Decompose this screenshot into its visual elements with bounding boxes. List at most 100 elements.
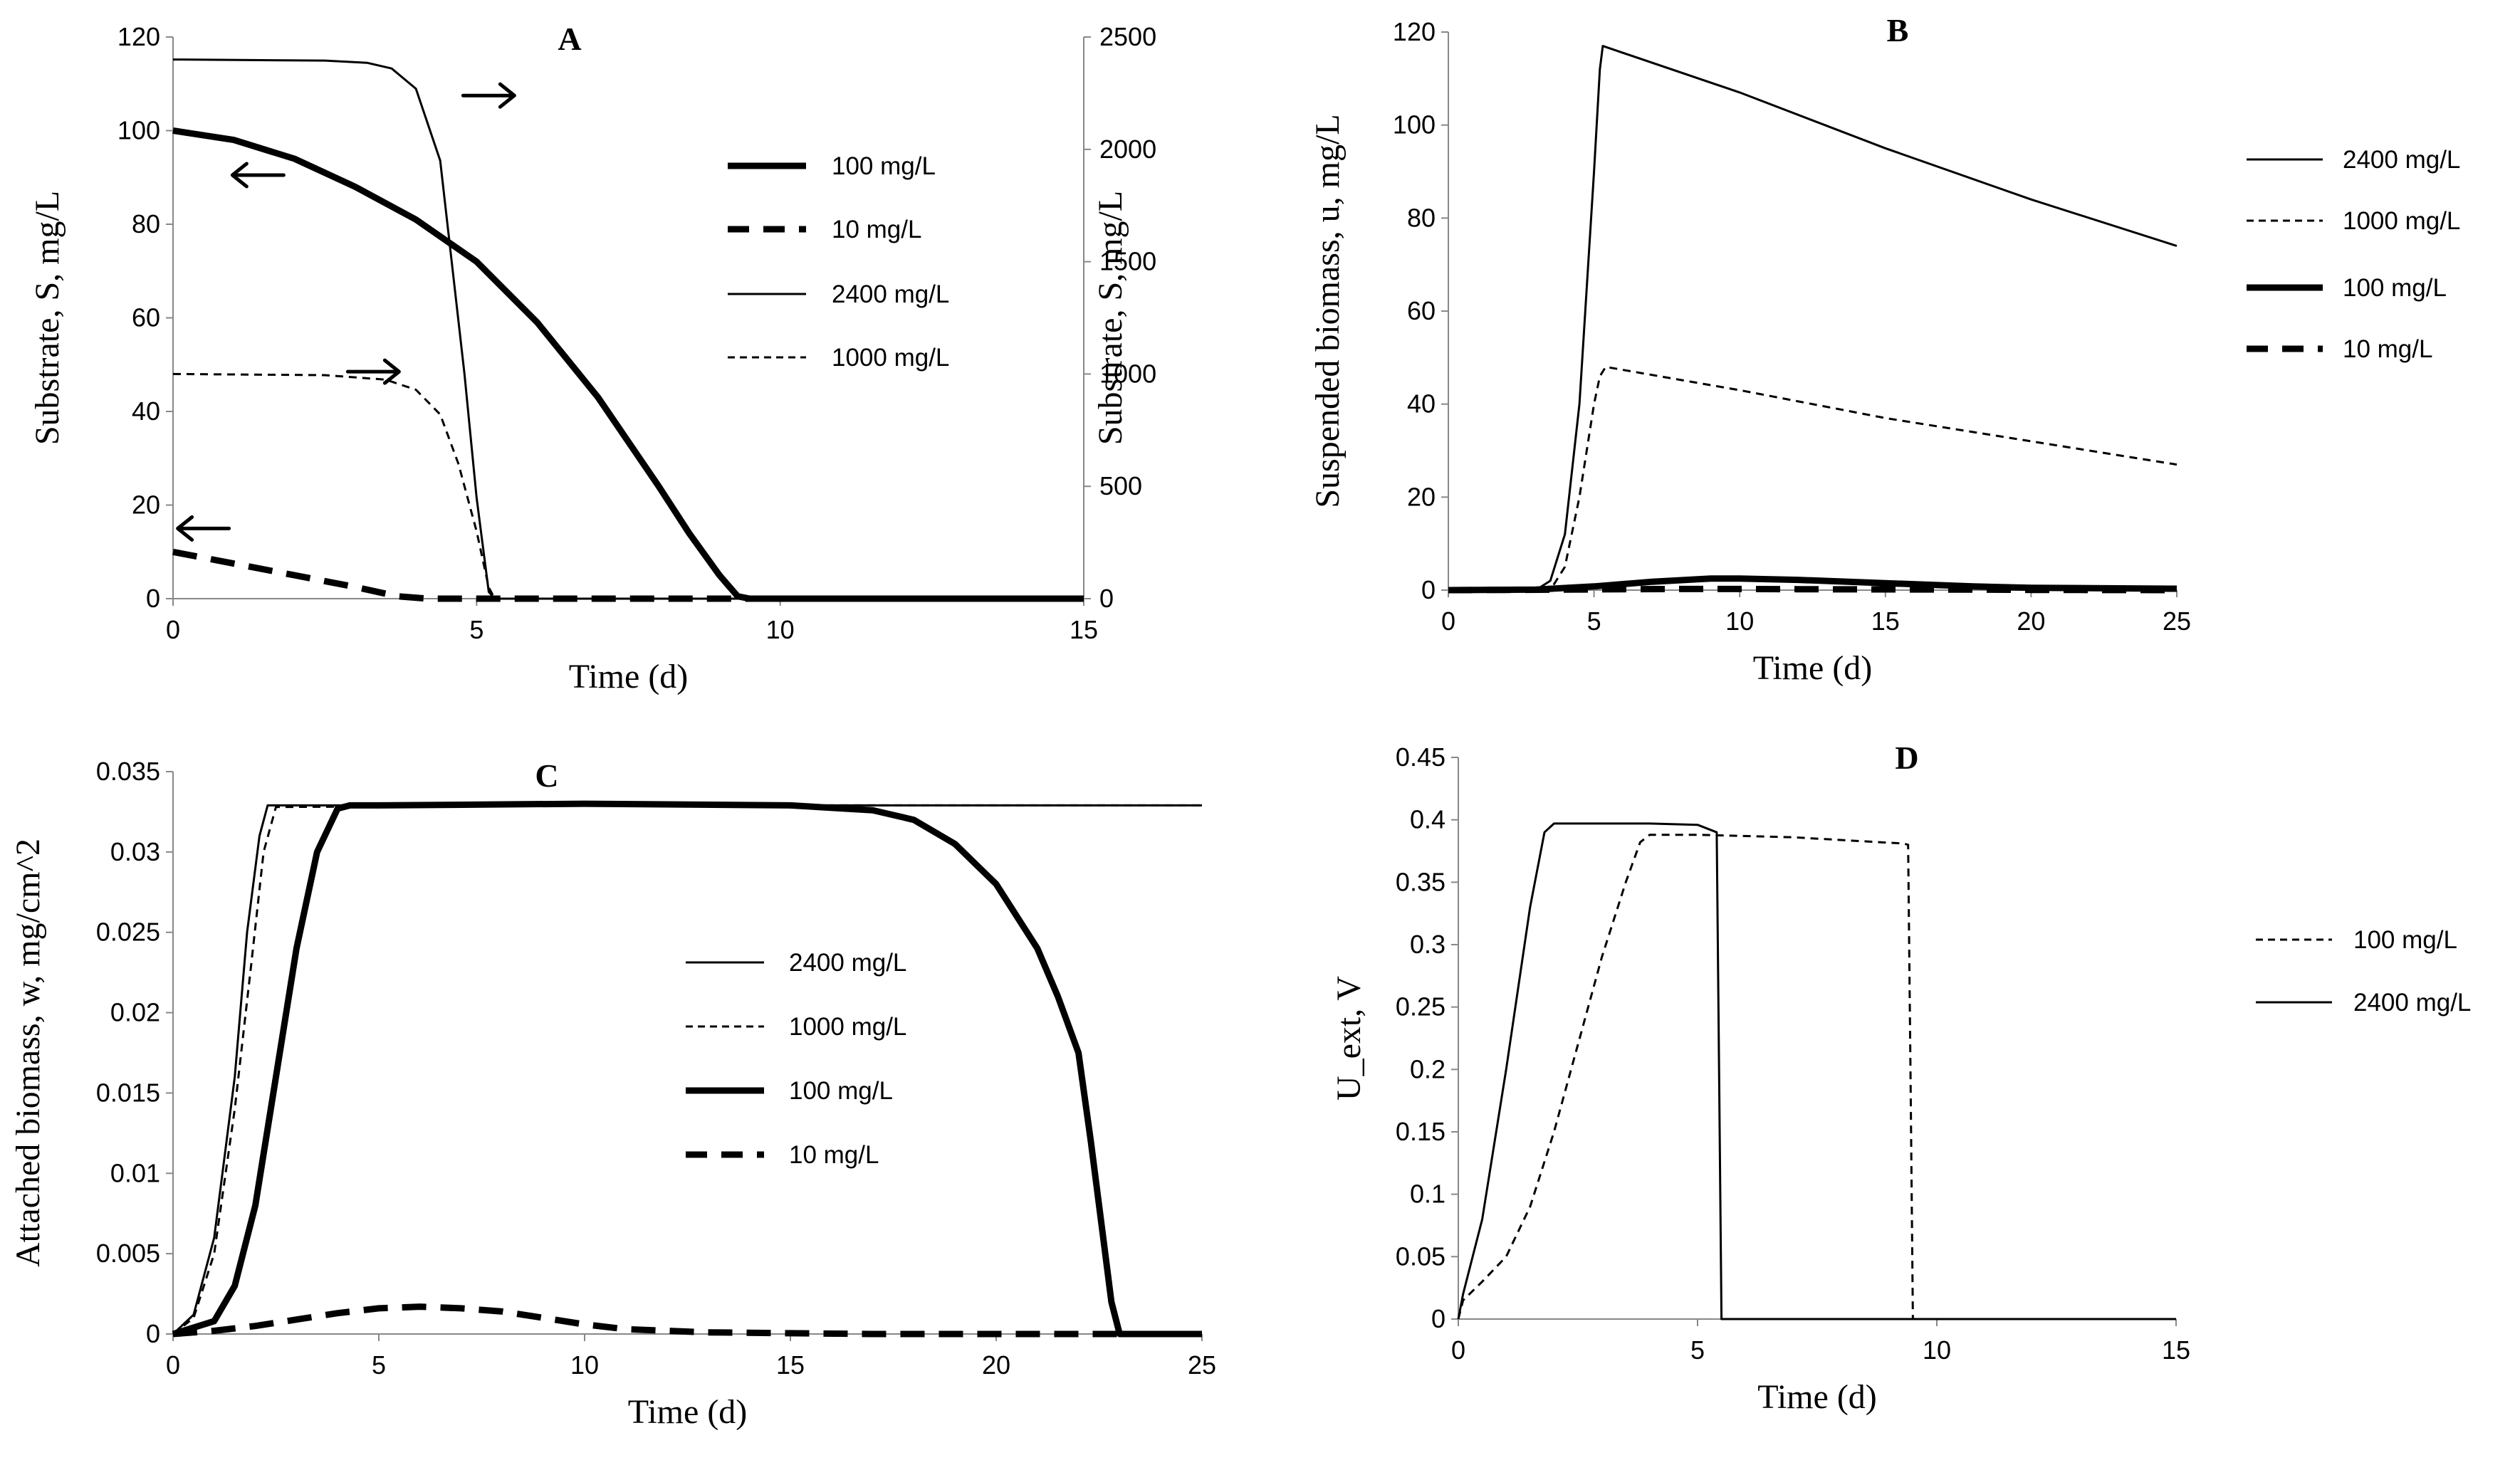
y-tick-label: 0.25 [1396,992,1445,1022]
panel-b: 0 20 40 60 80 100 120 0 5 10 15 20 25 Time (d) Suspend… [1309,12,2460,687]
legend: 2400 mg/L 1000 mg/L 100 mg/L 10 mg/L [686,949,906,1169]
y-tick-label: 0.45 [1396,742,1445,772]
x-tick-label: 10 [570,1350,599,1380]
series-line [1457,822,2176,1320]
direction-arrow [461,82,516,109]
y2-tick-label: 1500 [1099,247,1156,276]
x-tick-label: 15 [1070,615,1098,644]
y-tick-label: 60 [132,303,160,332]
x-tick-label: 0 [1441,606,1455,636]
y-tick-label: 0.02 [110,998,160,1027]
x-tick-label: 10 [1923,1335,1951,1365]
legend: 100 mg/L 2400 mg/L [2256,926,2471,1017]
y-tick-label: 60 [1407,296,1436,325]
y-tick-label: 0.15 [1396,1117,1445,1146]
legend-label: 10 mg/L [832,216,921,243]
y-tick-label: 40 [132,396,160,426]
panel-title: A [558,21,581,57]
y-tick-label: 20 [1407,482,1436,511]
legend-label: 10 mg/L [2343,335,2432,363]
series-line [172,804,1202,1335]
series-line [172,800,1202,1338]
x-tick-label: 5 [1587,606,1601,636]
y-tick-label: 0.05 [1396,1241,1445,1271]
direction-arrow [230,162,286,189]
y-tick-label: 100 [1393,110,1436,140]
y-axis-label: U_ext, V [1330,976,1368,1101]
x-axis-label: Time (d) [569,658,689,695]
panel-title: B [1887,12,1909,48]
series-line [172,804,1202,1335]
arrow-glyph [230,162,286,189]
series-line [1457,834,2176,1320]
x-axis-label: Time (d) [1753,649,1873,687]
arrow-glyph [345,358,401,385]
y-tick-label: 0.035 [96,757,160,786]
series-line [172,58,1084,600]
x-tick-label: 0 [166,1350,180,1380]
legend-label: 2400 mg/L [2353,989,2471,1017]
y-tick-label: 0.015 [96,1078,160,1107]
y2-tick-label: 2000 [1099,135,1156,164]
series-line [1448,365,2177,592]
y2-tick-label: 2500 [1099,22,1156,51]
x-tick-label: 20 [2017,606,2045,636]
y2-tick-label: 1000 [1099,359,1156,388]
x-tick-label: 5 [469,615,483,644]
x-tick-label: 5 [372,1350,386,1380]
panel-title: C [535,757,558,794]
x-tick-label: 5 [1690,1335,1705,1365]
arrow-glyph [461,82,516,109]
legend: 100 mg/L 10 mg/L 2400 mg/L 1000 mg/L [728,152,949,372]
y-axis-label: Suspended biomass, u, mg/L [1309,114,1347,508]
y-tick-label: 80 [132,209,160,238]
y-axis-label: Substrate, S, mg/L [28,191,66,445]
direction-arrow [176,515,231,542]
x-tick-label: 0 [166,615,180,644]
series-line [1448,585,2177,594]
series-line [172,372,1084,600]
x-tick-label: 15 [776,1350,805,1380]
x-tick-label: 10 [1725,606,1754,636]
y-tick-label: 0.03 [110,837,160,866]
legend-label: 100 mg/L [2343,274,2447,302]
y-tick-label: 80 [1407,203,1436,232]
x-tick-label: 15 [2162,1335,2190,1365]
y-tick-label: 0 [1421,575,1436,604]
y-tick-label: 0 [146,584,160,613]
y-tick-label: 20 [132,490,160,520]
y2-tick-label: 0 [1099,584,1114,613]
panel-d: 0 0.05 0.1 0.15 0.2 0.25 0.3 0.35 0.4 0.45 0 5 10 15 T… [1330,740,2471,1416]
legend-label: 2400 mg/L [832,280,949,308]
y-tick-label: 0.2 [1410,1054,1445,1083]
x-tick-label: 15 [1871,606,1900,636]
series-line [172,127,1084,602]
legend-label: 1000 mg/L [789,1013,906,1041]
legend-label: 100 mg/L [832,152,936,180]
y-tick-label: 0.025 [96,918,160,947]
y-tick-label: 0 [146,1319,160,1348]
series-line [172,1303,1202,1338]
y-tick-label: 40 [1407,389,1436,419]
x-tick-label: 0 [1451,1335,1465,1365]
y-tick-label: 0.3 [1410,930,1445,959]
x-tick-label: 20 [982,1350,1010,1380]
arrow-glyph [176,515,231,542]
y-tick-label: 0.4 [1410,805,1445,834]
legend-label: 100 mg/L [789,1077,893,1105]
legend: 2400 mg/L 1000 mg/L 100 mg/L 10 mg/L [2247,146,2460,363]
direction-arrow [345,358,401,385]
legend-label: 100 mg/L [2353,926,2457,954]
legend-label: 10 mg/L [789,1141,879,1169]
legend-label: 1000 mg/L [2343,207,2460,235]
y-tick-label: 100 [117,116,160,145]
y-tick-label: 120 [117,22,160,51]
series-line [1448,45,2177,592]
x-axis-label: Time (d) [628,1393,748,1431]
y-axis-label: Attached biomass, w, mg/cm^2 [9,839,47,1267]
x-axis-label: Time (d) [1757,1378,1877,1416]
x-tick-label: 10 [766,615,795,644]
